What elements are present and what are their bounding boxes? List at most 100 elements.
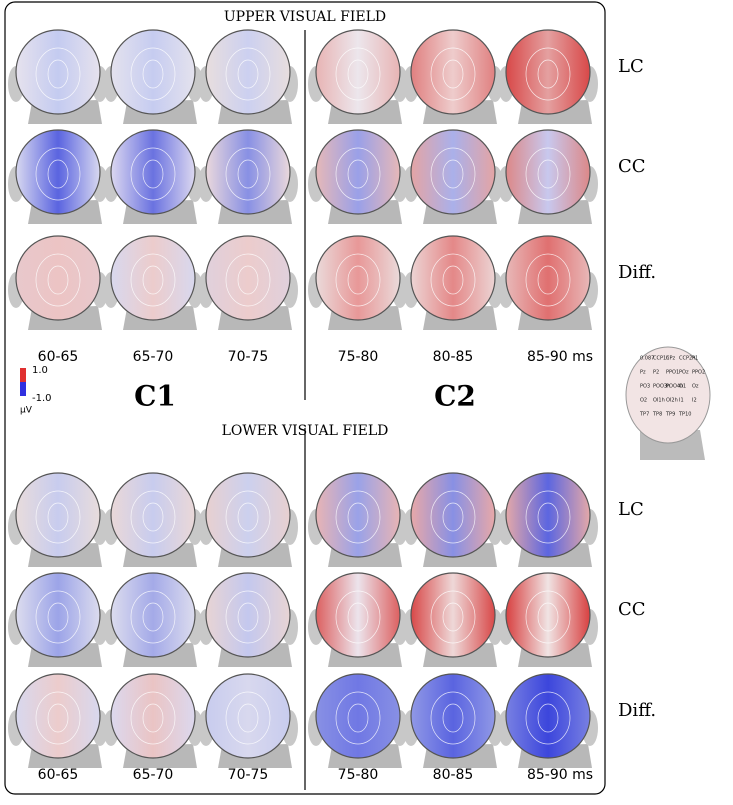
topomap xyxy=(198,572,298,667)
contour xyxy=(347,703,369,733)
electrode-label: CCP1h xyxy=(653,356,669,362)
contour xyxy=(130,47,176,101)
scalp xyxy=(15,29,101,115)
topomap xyxy=(103,572,203,667)
contour xyxy=(225,47,271,101)
contour xyxy=(442,159,464,189)
contour xyxy=(225,490,271,544)
row-label: CC xyxy=(618,599,646,620)
topomap xyxy=(308,472,408,567)
contour xyxy=(430,147,476,201)
contour xyxy=(237,159,259,189)
scalp xyxy=(315,235,401,321)
contour xyxy=(237,265,259,295)
scalp xyxy=(15,472,101,558)
colorbar-label: -1.0 xyxy=(32,393,52,404)
row-label: CC xyxy=(618,156,646,177)
scalp xyxy=(315,29,401,115)
topomap xyxy=(8,673,108,768)
electrode-label: O1 xyxy=(679,384,686,390)
topomap xyxy=(498,235,598,330)
time-label: 80-85 xyxy=(433,349,474,365)
electrode-label: POO3h xyxy=(653,384,670,390)
scalp xyxy=(505,29,591,115)
contour xyxy=(237,502,259,532)
topomap xyxy=(8,235,108,330)
topomap xyxy=(308,29,408,124)
scalp xyxy=(205,673,291,759)
frame xyxy=(4,1,606,795)
contour xyxy=(335,147,381,201)
scalp xyxy=(410,572,496,658)
section-title: UPPER VISUAL FIELD xyxy=(224,9,386,25)
scalp xyxy=(110,572,196,658)
contour xyxy=(347,265,369,295)
topomap xyxy=(403,235,503,330)
contour xyxy=(537,265,559,295)
scalp xyxy=(205,572,291,658)
contour xyxy=(525,253,571,307)
scalp xyxy=(15,235,101,321)
scalp xyxy=(205,29,291,115)
contour xyxy=(47,59,69,89)
topomap xyxy=(403,29,503,124)
contour xyxy=(442,602,464,632)
contour xyxy=(430,590,476,644)
electrode-label: OI1h xyxy=(653,398,665,404)
scalp xyxy=(205,472,291,558)
contour xyxy=(430,490,476,544)
topomap xyxy=(8,29,108,124)
contour xyxy=(142,59,164,89)
electrode-label: TP10 xyxy=(678,412,691,418)
contour xyxy=(225,691,271,745)
scalp xyxy=(410,29,496,115)
colorbar-bottom xyxy=(20,382,26,396)
scalp xyxy=(315,129,401,215)
topomap xyxy=(498,129,598,224)
contour xyxy=(35,147,81,201)
electrode-label: OI2h xyxy=(666,398,678,404)
time-label: 85-90 ms xyxy=(527,349,593,365)
scalp xyxy=(205,129,291,215)
time-label: 60-65 xyxy=(38,349,79,365)
contour xyxy=(525,147,571,201)
electrode-label: 0.087 xyxy=(640,356,654,362)
topomap xyxy=(498,29,598,124)
contour xyxy=(237,703,259,733)
colorbar-label: 1.0 xyxy=(32,365,48,376)
time-label: 85-90 ms xyxy=(527,767,593,783)
electrode-label: POO4h xyxy=(666,384,683,390)
contour xyxy=(430,253,476,307)
contour xyxy=(130,490,176,544)
topomap xyxy=(8,129,108,224)
contour xyxy=(442,703,464,733)
contour xyxy=(525,490,571,544)
contour xyxy=(142,159,164,189)
contour xyxy=(525,47,571,101)
time-label: 75-80 xyxy=(338,767,379,783)
scalp xyxy=(505,129,591,215)
topomap xyxy=(498,673,598,768)
contour xyxy=(347,602,369,632)
topomap xyxy=(8,572,108,667)
topomap xyxy=(308,235,408,330)
electrode-label: PPO1 xyxy=(666,370,679,376)
scalp xyxy=(410,673,496,759)
contour xyxy=(335,47,381,101)
contour xyxy=(142,502,164,532)
contour xyxy=(130,147,176,201)
topomap xyxy=(198,235,298,330)
topomap xyxy=(103,129,203,224)
contour xyxy=(130,253,176,307)
topomap xyxy=(198,673,298,768)
component-label: C1 xyxy=(134,380,176,413)
contour xyxy=(35,691,81,745)
time-label: 75-80 xyxy=(338,349,379,365)
contour xyxy=(347,59,369,89)
topomap xyxy=(103,235,203,330)
contour xyxy=(335,691,381,745)
scalp xyxy=(410,129,496,215)
contour xyxy=(537,59,559,89)
electrode-label: TP7 xyxy=(639,412,649,418)
